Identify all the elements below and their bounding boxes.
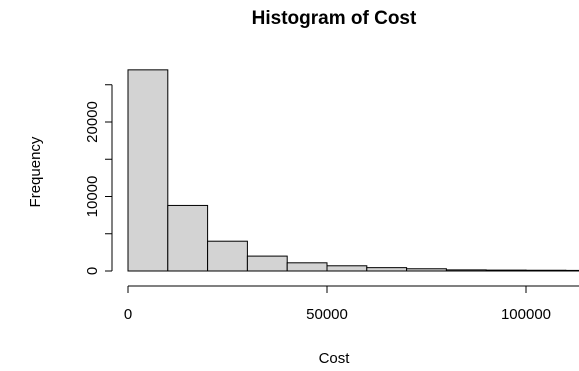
y-tick-label: 10000 [84, 176, 101, 218]
histogram-bar [207, 240, 248, 272]
x-axis: 050000100000150000200000 [124, 285, 579, 323]
histogram-bar [286, 262, 328, 272]
histogram-bar [406, 268, 447, 272]
histogram-bar [485, 269, 527, 272]
bars-group [127, 69, 579, 272]
histogram-bar [525, 269, 567, 272]
chart-title: Histogram of Cost [252, 8, 417, 29]
y-tick-label: 20000 [84, 101, 101, 143]
histogram-bar [167, 204, 209, 272]
histogram-bar [326, 265, 368, 272]
y-axis: 0 10000 20000 [84, 84, 113, 275]
x-tick-label: 0 [124, 306, 132, 323]
histogram-bar [445, 269, 487, 272]
x-axis-label: Cost [319, 350, 351, 367]
histogram-bar [565, 269, 579, 272]
x-tick-label: 100000 [501, 306, 551, 323]
histogram-bar [366, 267, 408, 272]
histogram-bar [127, 69, 169, 272]
x-tick-label: 50000 [306, 306, 348, 323]
y-tick-label: 0 [84, 267, 101, 275]
y-axis-label: Frequency [27, 136, 44, 207]
histogram-bar [246, 255, 288, 272]
